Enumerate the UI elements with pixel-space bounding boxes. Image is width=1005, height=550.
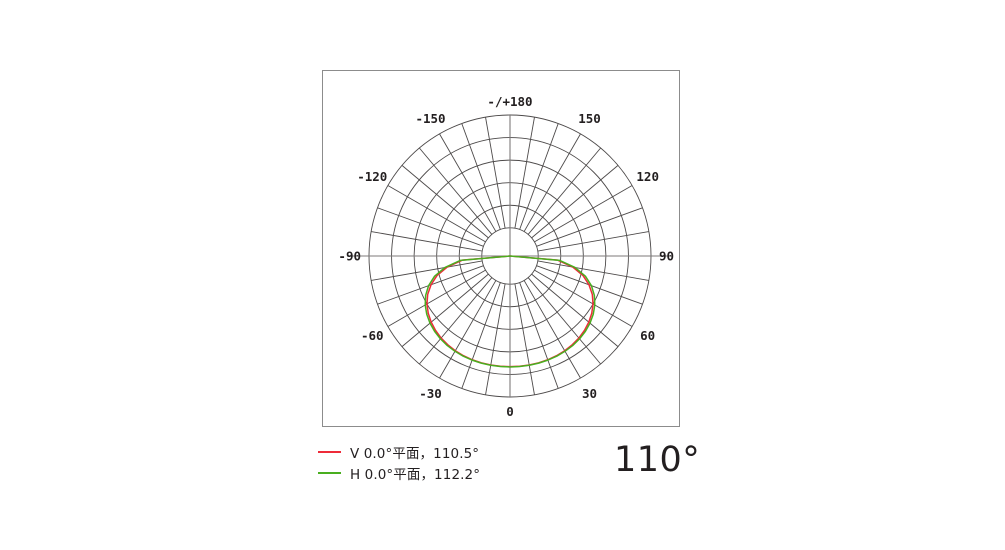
angle-tick-label: -150 (415, 111, 445, 126)
grid-spoke (534, 185, 633, 243)
grid-spoke (387, 269, 486, 327)
grid-spoke (439, 280, 497, 379)
grid-spoke (514, 283, 535, 395)
angle-tick-label: 90 (659, 249, 674, 264)
grid-spoke (534, 269, 633, 327)
grid-spoke (523, 133, 581, 232)
angle-tick-label: 0 (506, 404, 514, 419)
grid-spoke (519, 123, 559, 230)
angle-tick-label: 30 (582, 386, 597, 401)
grid-spoke (536, 207, 643, 247)
angle-tick-label: -60 (361, 328, 384, 343)
grid-spoke (527, 147, 601, 235)
angle-tick-label: -30 (419, 386, 442, 401)
angle-tick-label: 120 (636, 169, 659, 184)
grid-spoke (461, 123, 501, 230)
grid-spoke (527, 277, 601, 365)
polar-chart-svg: 0 30 60 90 120 150 -/+180 -150 -120 -90 -60 -30 (338, 94, 674, 419)
grid-spoke (514, 117, 535, 229)
grid-spoke (537, 260, 649, 281)
legend-swatch-h-plane (318, 471, 341, 474)
grid-spoke (523, 280, 581, 379)
chart-legend: V 0.0°平面，110.5° H 0.0°平面，112.2° (318, 441, 618, 483)
grid-spoke (371, 260, 483, 281)
grid-spoke (401, 273, 489, 347)
polar-chart-frame: 0 30 60 90 120 150 -/+180 -150 -120 -90 -60 -30 (322, 70, 680, 427)
legend-item-h-plane: H 0.0°平面，112.2° (318, 462, 618, 483)
intensity-curve-h-plane (424, 255, 596, 368)
legend-label-h-plane: H 0.0°平面，112.2° (350, 466, 481, 483)
angle-tick-label: 150 (578, 111, 601, 126)
angle-tick-label: -120 (357, 169, 387, 184)
grid-spoke (439, 133, 497, 232)
grid-spoke (485, 283, 506, 395)
grid-spoke (371, 231, 483, 252)
grid-spoke (387, 185, 486, 243)
grid-spoke (531, 165, 619, 239)
legend-label-v-plane: V 0.0°平面，110.5° (350, 445, 480, 462)
polar-grid (347, 114, 673, 398)
angle-tick-label: 60 (640, 328, 655, 343)
polar-grid-spokes (369, 115, 651, 397)
angle-tick-label: -/+180 (487, 94, 532, 109)
grid-spoke (485, 117, 506, 229)
polar-angle-tick-labels: 0 30 60 90 120 150 -/+180 -150 -120 -90 -60 -30 (338, 94, 674, 419)
grid-spoke (401, 165, 489, 239)
legend-item-v-plane: V 0.0°平面，110.5° (318, 441, 618, 462)
legend-swatch-v-plane (318, 450, 341, 453)
grid-spoke (531, 273, 619, 347)
angle-tick-label: -90 (338, 249, 361, 264)
polar-curves (424, 255, 596, 368)
grid-spoke (537, 231, 649, 252)
grid-spoke (419, 147, 493, 235)
grid-spoke (461, 282, 501, 389)
grid-spoke (419, 277, 493, 365)
grid-spoke (519, 282, 559, 389)
beam-angle-readout: 110° (614, 440, 701, 480)
grid-spoke (377, 207, 484, 247)
